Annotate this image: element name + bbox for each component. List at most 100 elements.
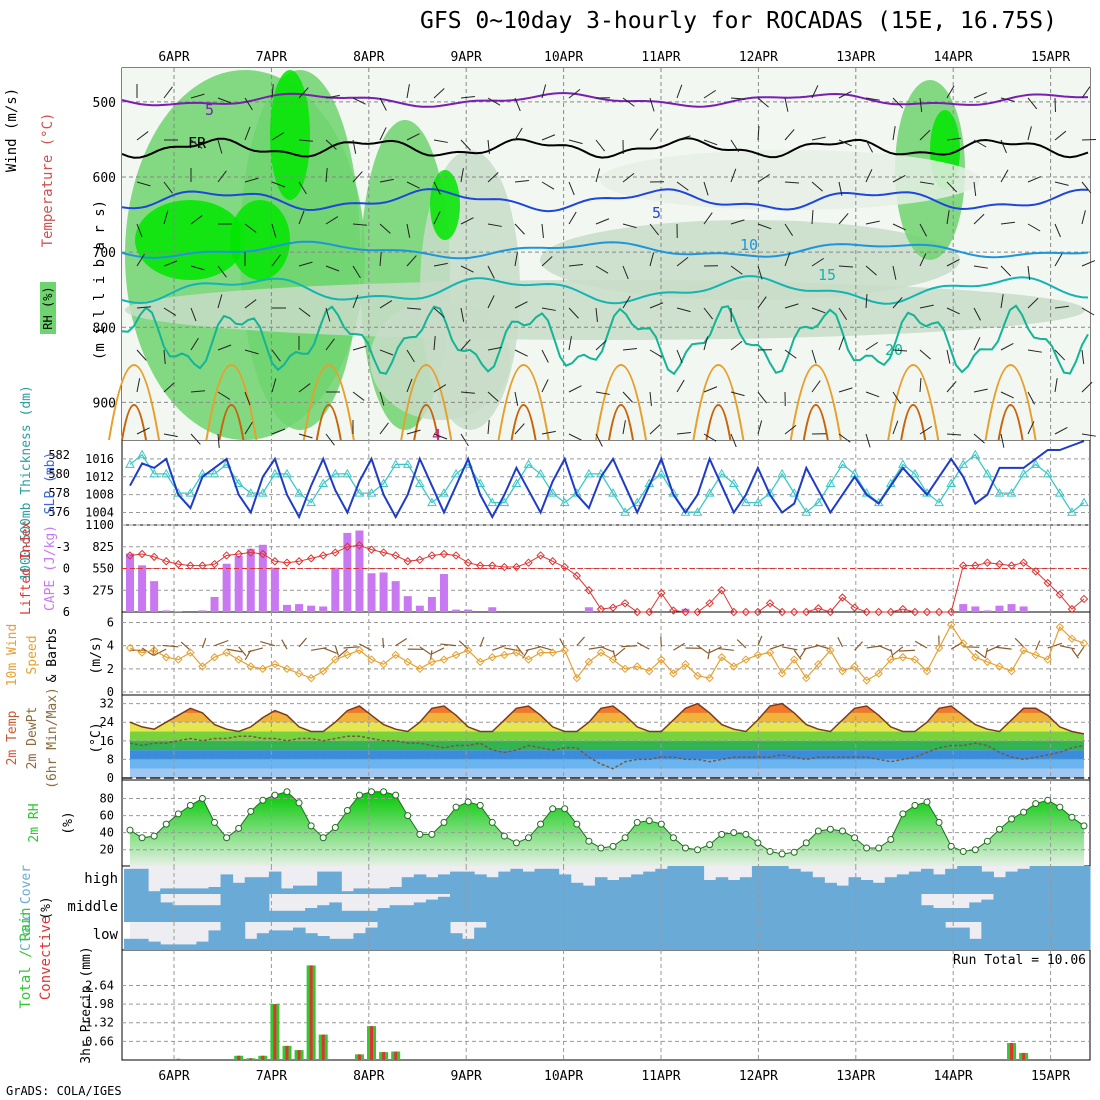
cloud-bar-high xyxy=(268,871,282,894)
thickness-line-point xyxy=(994,488,1005,497)
lifted-index-line-point xyxy=(765,599,775,608)
wind-barb xyxy=(298,181,307,195)
surface-wind-barb xyxy=(793,649,802,660)
wind-barb xyxy=(622,348,637,351)
wind-barb xyxy=(730,340,743,351)
wind-barb xyxy=(784,223,794,237)
cloud-bar-high xyxy=(498,871,511,894)
wind-barb xyxy=(163,181,173,194)
thickness-line-point xyxy=(294,488,304,497)
precip-convective-bar xyxy=(249,1058,253,1060)
wind-barb xyxy=(703,212,713,225)
lifted-index-line-point xyxy=(1043,578,1052,588)
cloud-bar-middle xyxy=(739,894,753,922)
lifted-index-line-point xyxy=(826,607,835,617)
wind-barb xyxy=(811,257,825,267)
rh-line-point xyxy=(138,834,146,842)
thickness-line-point xyxy=(427,497,437,507)
wind-barb xyxy=(136,306,151,309)
precip-convective-bar xyxy=(273,1004,277,1060)
cloud-bar-low xyxy=(594,922,608,950)
precip-convective-bar xyxy=(237,1055,241,1060)
cloud-bar-middle xyxy=(1065,894,1079,922)
cloud-bar-middle xyxy=(462,894,475,922)
cloud-bar-low xyxy=(969,938,982,950)
rh-line-point xyxy=(126,826,134,834)
cloud-bar-high xyxy=(136,868,149,894)
thickness-line-point xyxy=(777,468,787,478)
cape-bar xyxy=(971,606,980,612)
precip-label-line3: 3hr Precip (mm) xyxy=(79,946,94,1063)
lifted-index-line-point xyxy=(741,607,751,617)
cloud-bar-low xyxy=(679,922,693,950)
wind-barb xyxy=(568,307,579,319)
rh-line-point xyxy=(863,844,871,852)
wind-barb xyxy=(433,181,441,195)
rh-line-point xyxy=(452,803,460,811)
thickness-line-point xyxy=(523,459,534,468)
wind-barb xyxy=(1027,421,1035,435)
wind-barb xyxy=(325,168,328,183)
wind-barb xyxy=(190,265,205,271)
cloud-bar-low xyxy=(462,938,475,950)
wind-barb xyxy=(892,126,896,141)
rh-line-point xyxy=(983,837,991,845)
cloud-bar-high xyxy=(715,877,729,894)
cloud-bar-low xyxy=(1077,922,1091,950)
tick-label: 2 xyxy=(107,662,114,676)
temp-label-line1: 2m Temp xyxy=(5,710,20,765)
wind-barb xyxy=(1081,86,1091,99)
thickness-line-point xyxy=(837,459,848,468)
tick-label: 0.66 xyxy=(85,1034,114,1048)
cloud-bar-middle xyxy=(969,902,982,922)
cloud-bar-middle xyxy=(812,894,825,922)
rh-line-point xyxy=(947,842,955,850)
cape-axis-label: CAPE (J/kg) xyxy=(43,525,58,611)
wind-barb xyxy=(973,139,987,148)
thickness-line-point xyxy=(282,468,292,478)
wind-barb xyxy=(568,336,572,351)
cloud-bar-high xyxy=(425,877,439,894)
wind-barb xyxy=(460,168,464,183)
temp-band xyxy=(130,750,1084,760)
cloud-bar-high xyxy=(860,880,874,894)
wind-barb xyxy=(757,296,767,309)
cloud-bar-high xyxy=(510,868,523,894)
date-label-bottom: 10APR xyxy=(544,1069,583,1084)
chart-title: GFS 0~10day 3-hourly for ROCADAS (15E, 1… xyxy=(420,8,1057,34)
pressure-axis-label: (m i l l i b a r s) xyxy=(92,200,108,360)
cloud-bar-middle xyxy=(763,894,777,922)
wind-barb xyxy=(433,211,441,225)
wind-speed-line-point xyxy=(258,664,268,674)
wind-barb xyxy=(838,387,853,393)
cloud-bar-middle xyxy=(425,899,439,922)
precip-convective-bar xyxy=(382,1052,386,1060)
cloud-bar-high xyxy=(474,874,487,894)
surface-wind-barb xyxy=(201,637,207,649)
wind-barb xyxy=(1081,181,1092,194)
surface-wind-barb xyxy=(736,639,747,649)
cloud-bar-low xyxy=(498,922,511,950)
temp-contour-25 xyxy=(692,364,745,441)
freezing-level-contour xyxy=(121,137,1089,159)
cloud-bar-middle xyxy=(896,894,910,922)
thickness-line-point xyxy=(632,497,643,507)
cloud-bar-low xyxy=(1041,922,1055,950)
wind-barb xyxy=(1081,433,1096,437)
lifted-index-line-point xyxy=(657,588,666,598)
tick-label: 1004 xyxy=(85,506,114,520)
cloud-bar-middle xyxy=(437,896,451,922)
date-label-bottom: 8APR xyxy=(353,1069,384,1084)
lifted-index-line-point xyxy=(463,558,473,567)
thickness-axis-label: 1000-500mb Thickness (dm) xyxy=(19,385,34,581)
wind-speed-line-point xyxy=(524,655,533,664)
surface-wind-barb xyxy=(803,645,819,650)
contour-label: 5 xyxy=(205,101,214,119)
cloud-bar-high xyxy=(389,887,403,894)
cape-bar xyxy=(464,609,473,612)
cape-bar xyxy=(319,606,328,612)
cloud-bar-high xyxy=(667,866,680,894)
cape-bar xyxy=(234,555,243,612)
wind-barb xyxy=(595,433,603,447)
cloud-bar-high xyxy=(522,871,536,894)
